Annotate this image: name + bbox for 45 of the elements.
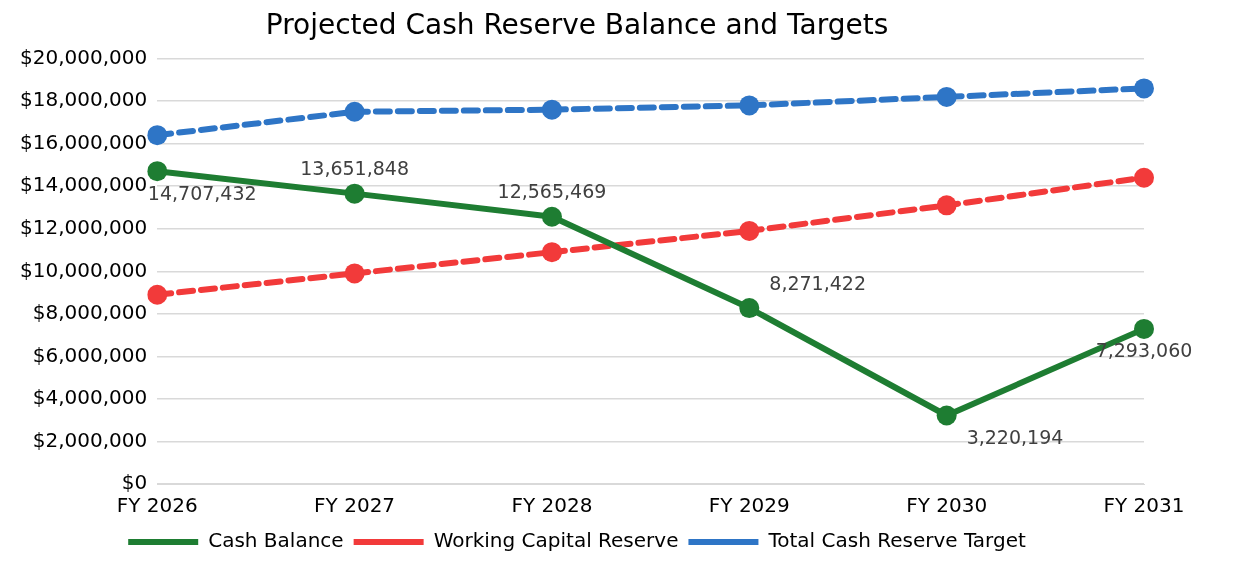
legend-label: Working Capital Reserve [433, 528, 679, 553]
x-tick-label: FY 2029 [708, 493, 790, 518]
legend-label: Cash Balance [208, 528, 344, 553]
x-tick-label: FY 2030 [906, 493, 988, 518]
x-tick-label: FY 2031 [1103, 493, 1185, 518]
chart-title: Projected Cash Reserve Balance and Targets [265, 8, 889, 42]
point [1134, 318, 1154, 339]
data-label: 12,565,469 [497, 180, 607, 203]
y-tick-label: $8,000,000 [32, 300, 148, 325]
point [739, 220, 760, 241]
y-tick-label: $20,000,000 [19, 44, 148, 69]
y-tick-label: $0 [121, 470, 148, 495]
point [344, 263, 365, 284]
point [541, 99, 562, 120]
data-label: 3,220,194 [966, 425, 1064, 448]
point [344, 183, 365, 204]
point [936, 86, 957, 107]
x-tick-label: FY 2027 [314, 493, 396, 518]
x-tick-label: FY 2026 [116, 493, 198, 518]
point [541, 242, 562, 263]
point [936, 405, 957, 426]
x-tick-label: FY 2028 [511, 493, 593, 518]
y-tick-label: $16,000,000 [19, 129, 148, 154]
point [541, 206, 562, 227]
y-tick-label: $10,000,000 [19, 257, 148, 282]
y-tick-label: $14,000,000 [19, 172, 148, 197]
point [147, 284, 168, 305]
point [147, 161, 168, 182]
data-label: 13,651,848 [300, 157, 409, 180]
point [1134, 78, 1154, 99]
y-tick-label: $12,000,000 [19, 214, 148, 239]
legend-label: Total Cash Reserve Target [767, 528, 1026, 553]
point [739, 95, 760, 116]
y-tick-label: $6,000,000 [32, 342, 148, 367]
point [739, 298, 760, 319]
point [936, 195, 957, 216]
point [147, 125, 168, 146]
data-label: 8,271,422 [769, 271, 866, 294]
y-tick-label: $4,000,000 [32, 385, 148, 410]
point [344, 101, 365, 122]
y-tick-label: $2,000,000 [32, 427, 148, 452]
data-label: 7,293,060 [1095, 339, 1193, 362]
data-label: 14,707,432 [147, 181, 257, 204]
y-tick-label: $18,000,000 [19, 87, 148, 112]
point [1134, 167, 1154, 188]
